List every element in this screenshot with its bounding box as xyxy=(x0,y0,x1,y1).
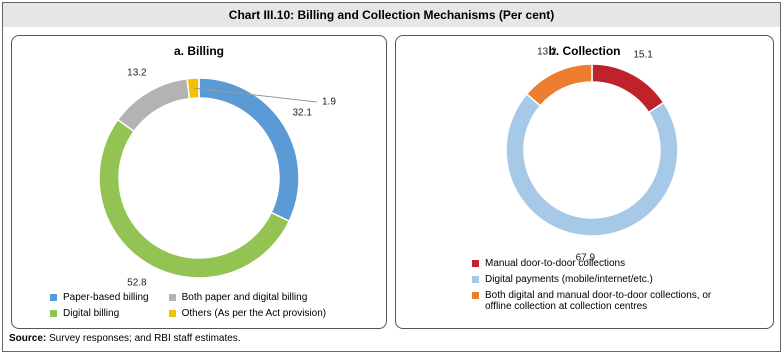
source-text: Survey responses; and RBI staff estimate… xyxy=(49,333,241,344)
legend-item: Digital payments (mobile/internet/etc.) xyxy=(472,274,733,285)
legend-item: Others (As per the Act provision) xyxy=(168,308,327,319)
legend-swatch xyxy=(472,276,479,283)
chart-panel: b. Collection 15.1 67.9 13.2 Manual door-to-… xyxy=(395,35,774,329)
leader-line xyxy=(193,87,318,103)
legend-item: Digital billing xyxy=(50,308,149,319)
legend-label: Both digital and manual door-to-door col… xyxy=(485,290,712,312)
donut-slice xyxy=(186,77,200,100)
legend-label: Manual door-to-door collections xyxy=(485,258,626,269)
data-label: 1.9 xyxy=(322,97,336,108)
chart: a. Billing 32.1 52.8 13.2 1.9 xyxy=(98,44,336,286)
legend-swatch xyxy=(472,292,479,299)
data-label: 52.8 xyxy=(127,278,147,286)
data-label: 13.2 xyxy=(537,47,557,58)
legend-swatch xyxy=(50,294,57,301)
data-label: 15.1 xyxy=(633,50,653,61)
donut-slice xyxy=(116,77,191,133)
data-label: 67.9 xyxy=(576,252,596,263)
donut-slice xyxy=(505,92,679,237)
source-label: Source: xyxy=(9,333,47,344)
legend-item: Both paper and digital billing xyxy=(168,292,327,303)
data-label: 32.1 xyxy=(292,108,312,119)
data-label: 13.2 xyxy=(127,68,147,79)
legend-swatch xyxy=(168,294,176,301)
legend-label: Digital billing xyxy=(63,308,120,319)
legend-item: Manual door-to-door collections xyxy=(472,258,733,269)
legend-item: Both digital and manual door-to-door col… xyxy=(472,290,733,312)
legend-label: Digital payments (mobile/internet/etc.) xyxy=(485,274,653,285)
chart-title: a. Billing xyxy=(174,44,224,58)
legend-label: Both paper and digital billing xyxy=(181,292,308,303)
legend-label: Others (As per the Act provision) xyxy=(181,308,327,319)
legend-swatch xyxy=(168,310,176,317)
donut-slice xyxy=(591,63,665,114)
chart-title: b. Collection xyxy=(549,44,621,58)
donut-slice xyxy=(98,118,291,279)
legend-swatch xyxy=(50,310,57,317)
figure-title: Chart III.10: Billing and Collection Mec… xyxy=(3,3,780,27)
chart: b. Collection 15.1 67.9 13.2 xyxy=(505,44,679,263)
legend-label: Paper-based billing xyxy=(63,292,149,303)
legend-item: Paper-based billing xyxy=(50,292,149,303)
legend: Paper-based billing Digital billing Both p… xyxy=(50,292,326,319)
legend: Manual door-to-door collections Digital p… xyxy=(472,258,733,312)
donut-slice xyxy=(525,63,593,107)
legend-swatch xyxy=(472,260,479,267)
chart-panel: a. Billing 32.1 52.8 13.2 1.9 Paper-based bil… xyxy=(11,35,387,329)
donut-slice xyxy=(198,77,300,223)
source-note: Source: Survey responses; and RBI staff … xyxy=(9,333,241,344)
